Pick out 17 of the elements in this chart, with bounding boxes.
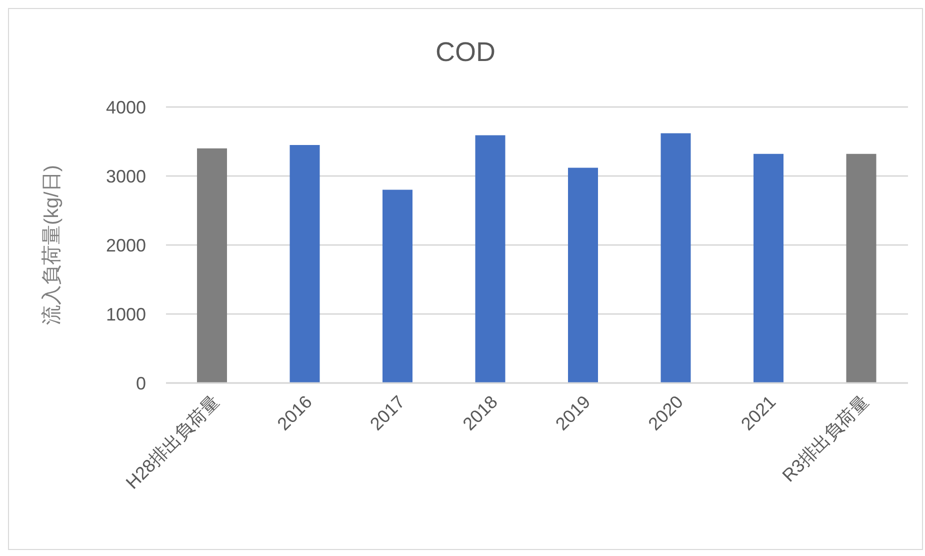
- bar: [846, 154, 876, 383]
- x-tick-label: R3排出負荷量: [778, 392, 872, 486]
- y-tick-label: 1000: [106, 304, 146, 324]
- bar: [197, 148, 227, 383]
- bar: [290, 144, 320, 383]
- y-tick-label: 4000: [106, 97, 146, 118]
- bar: [660, 133, 691, 383]
- chart-title: COD: [434, 37, 496, 68]
- bar: [475, 135, 506, 383]
- bar: [754, 154, 784, 383]
- bar: [568, 168, 598, 383]
- y-tick-label: 3000: [106, 166, 146, 186]
- x-tick-label: H28排出負荷量: [122, 392, 224, 493]
- bar: [382, 190, 412, 383]
- y-axis-title: 流入負荷量(kg/日): [41, 165, 64, 325]
- y-tick-label: 2000: [106, 235, 146, 256]
- y-tick-label: 0: [136, 373, 146, 394]
